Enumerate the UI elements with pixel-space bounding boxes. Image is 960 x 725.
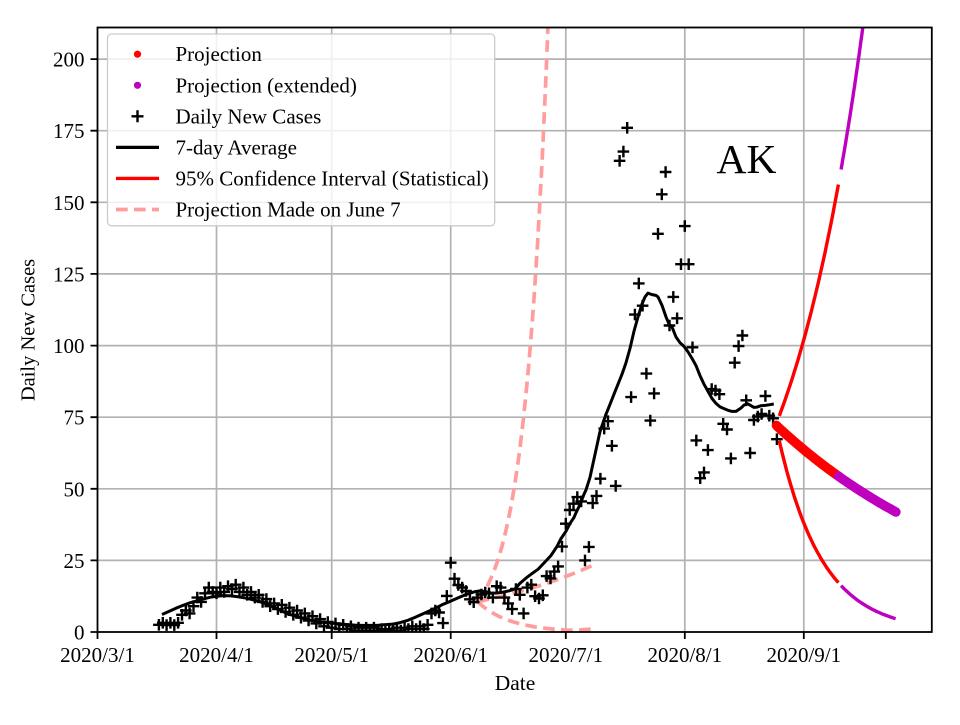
svg-text:2020/7/1: 2020/7/1	[528, 643, 603, 667]
svg-text:2020/9/1: 2020/9/1	[766, 643, 841, 667]
svg-text:0: 0	[74, 621, 85, 645]
svg-text:75: 75	[64, 406, 85, 430]
svg-text:175: 175	[53, 119, 85, 143]
svg-text:150: 150	[53, 191, 85, 215]
svg-text:200: 200	[53, 48, 85, 72]
svg-text:Daily New Cases: Daily New Cases	[176, 104, 322, 128]
svg-text:2020/5/1: 2020/5/1	[294, 643, 369, 667]
svg-text:95% Confidence Interval (Stati: 95% Confidence Interval (Statistical)	[176, 166, 489, 190]
svg-text:Date: Date	[495, 671, 536, 695]
svg-text:7-day Average: 7-day Average	[176, 135, 297, 159]
svg-text:2020/6/1: 2020/6/1	[413, 643, 488, 667]
svg-text:AK: AK	[717, 136, 777, 182]
svg-text:2020/4/1: 2020/4/1	[179, 643, 254, 667]
svg-text:Projection Made on June 7: Projection Made on June 7	[176, 198, 401, 222]
svg-text:100: 100	[53, 334, 85, 358]
svg-text:Daily New Cases: Daily New Cases	[18, 259, 40, 401]
svg-text:Projection: Projection	[176, 42, 263, 66]
svg-text:Projection (extended): Projection (extended)	[176, 73, 357, 97]
svg-text:50: 50	[64, 477, 85, 501]
svg-text:2020/8/1: 2020/8/1	[647, 643, 722, 667]
svg-text:2020/3/1: 2020/3/1	[60, 643, 135, 667]
svg-text:25: 25	[64, 549, 85, 573]
svg-text:125: 125	[53, 262, 85, 286]
